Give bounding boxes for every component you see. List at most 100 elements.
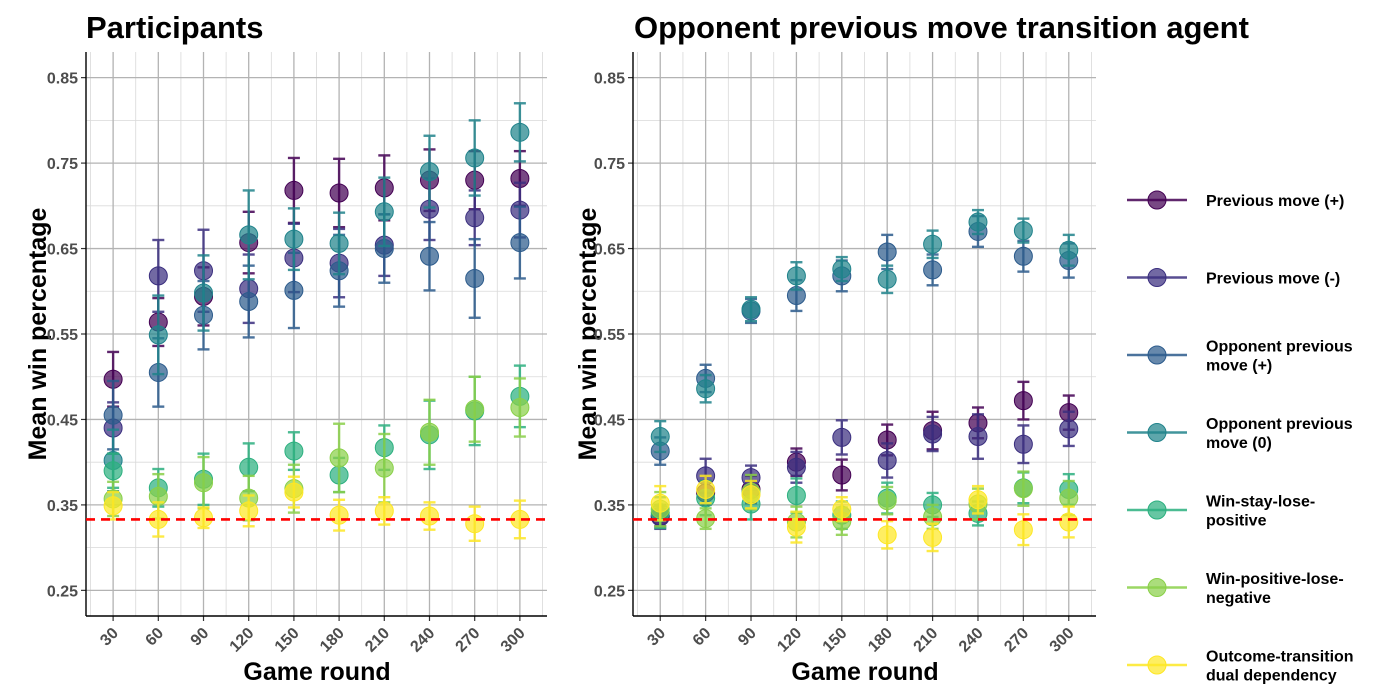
legend-item: Win-stay-lose-positive <box>1127 494 1315 530</box>
data-point <box>741 299 761 319</box>
data-point <box>329 233 349 253</box>
data-point <box>832 499 852 519</box>
legend-item: Outcome-transition dual dependency <box>1127 649 1354 685</box>
data-point <box>510 397 530 417</box>
legend-marker <box>1147 190 1167 210</box>
legend-label: Outcome-transition <box>1206 649 1354 666</box>
data-point <box>877 242 897 262</box>
legend-marker <box>1147 423 1167 442</box>
data-point <box>832 259 852 279</box>
legend-item: Opponent previous move (+) <box>1127 339 1353 375</box>
panel-participants: Participants Game round Mean win percent… <box>24 10 547 686</box>
data-point <box>239 457 259 477</box>
y-tick-label: 0.85 <box>594 71 625 88</box>
data-point <box>923 527 943 547</box>
y-tick-label: 0.75 <box>594 156 625 173</box>
x-tick-label: 90 <box>735 625 760 650</box>
data-point <box>510 233 530 253</box>
data-point <box>419 506 439 526</box>
data-point <box>374 458 394 478</box>
data-point <box>148 266 168 286</box>
y-tick-label: 0.45 <box>47 412 78 429</box>
y-tick-label: 0.65 <box>47 242 78 259</box>
data-point <box>239 501 259 521</box>
data-point <box>1059 419 1079 439</box>
data-point <box>419 422 439 442</box>
y-tick-label: 0.55 <box>47 327 78 344</box>
data-point <box>1059 512 1079 532</box>
x-tick-label: 60 <box>143 625 168 650</box>
data-point <box>786 486 806 506</box>
data-point <box>284 229 304 249</box>
data-point <box>284 482 304 502</box>
x-tick-label: 60 <box>690 625 715 650</box>
data-point <box>786 266 806 286</box>
data-point <box>239 292 259 312</box>
data-point <box>696 379 716 399</box>
data-point <box>650 493 670 513</box>
panel-opponent-agent: Opponent previous move transition agent … <box>574 10 1249 686</box>
data-point <box>696 480 716 500</box>
y-tick-label: 0.75 <box>47 156 78 173</box>
data-point <box>923 234 943 254</box>
data-point <box>968 490 988 510</box>
data-point <box>1013 479 1033 499</box>
legend-label: move (+) <box>1206 358 1272 375</box>
legend-marker <box>1147 268 1167 287</box>
data-point <box>284 180 304 200</box>
legend-label: Opponent previous <box>1206 339 1353 356</box>
data-point <box>1013 391 1033 411</box>
data-point <box>877 491 897 511</box>
data-point <box>329 448 349 468</box>
data-point <box>239 225 259 245</box>
data-point <box>923 424 943 444</box>
data-point <box>329 183 349 203</box>
x-tick-label: 300 <box>498 625 529 656</box>
data-point <box>1013 246 1033 266</box>
y-tick-label: 0.25 <box>47 583 78 600</box>
x-axis-label: Game round <box>243 658 390 686</box>
legend-label: negative <box>1206 590 1271 607</box>
data-point <box>374 202 394 222</box>
legend-label: Win-positive-lose- <box>1206 571 1344 588</box>
data-point <box>968 427 988 447</box>
data-point <box>465 268 485 288</box>
data-point <box>465 399 485 419</box>
data-point <box>103 496 123 516</box>
data-point <box>877 269 897 289</box>
x-tick-label: 90 <box>188 625 213 650</box>
x-tick-label: 150 <box>272 625 303 656</box>
y-tick-label: 0.35 <box>594 498 625 515</box>
y-tick-label: 0.85 <box>47 71 78 88</box>
legend-item: Opponent previous move (0) <box>1127 416 1353 452</box>
series <box>103 475 530 542</box>
x-tick-label: 150 <box>820 625 851 656</box>
legend-item: Previous move (-) <box>1127 268 1340 288</box>
data-point <box>374 501 394 521</box>
y-axis-label: Mean win percentage <box>24 207 52 460</box>
legend-label: Previous move (-) <box>1206 271 1340 288</box>
data-point <box>103 461 123 481</box>
data-point <box>194 283 214 303</box>
legend-label: dual dependency <box>1206 668 1337 685</box>
y-tick-label: 0.55 <box>594 327 625 344</box>
y-axis-label: Mean win percentage <box>574 207 602 460</box>
legend-marker <box>1147 345 1167 365</box>
legend-item: Previous move (+) <box>1127 190 1344 210</box>
data-point <box>194 508 214 528</box>
data-point <box>1059 240 1079 260</box>
legend-label: Previous move (+) <box>1206 193 1344 210</box>
data-point <box>877 525 897 545</box>
series <box>650 208 1079 454</box>
data-point <box>1013 520 1033 540</box>
data-point <box>877 450 897 470</box>
legend-label: move (0) <box>1206 435 1272 452</box>
x-tick-label: 180 <box>317 625 348 656</box>
data-point <box>284 441 304 461</box>
data-point <box>968 212 988 232</box>
x-axis-label: Game round <box>791 658 938 686</box>
y-tick-label: 0.65 <box>594 242 625 259</box>
x-tick-label: 120 <box>227 625 258 656</box>
legend-marker <box>1147 578 1167 597</box>
